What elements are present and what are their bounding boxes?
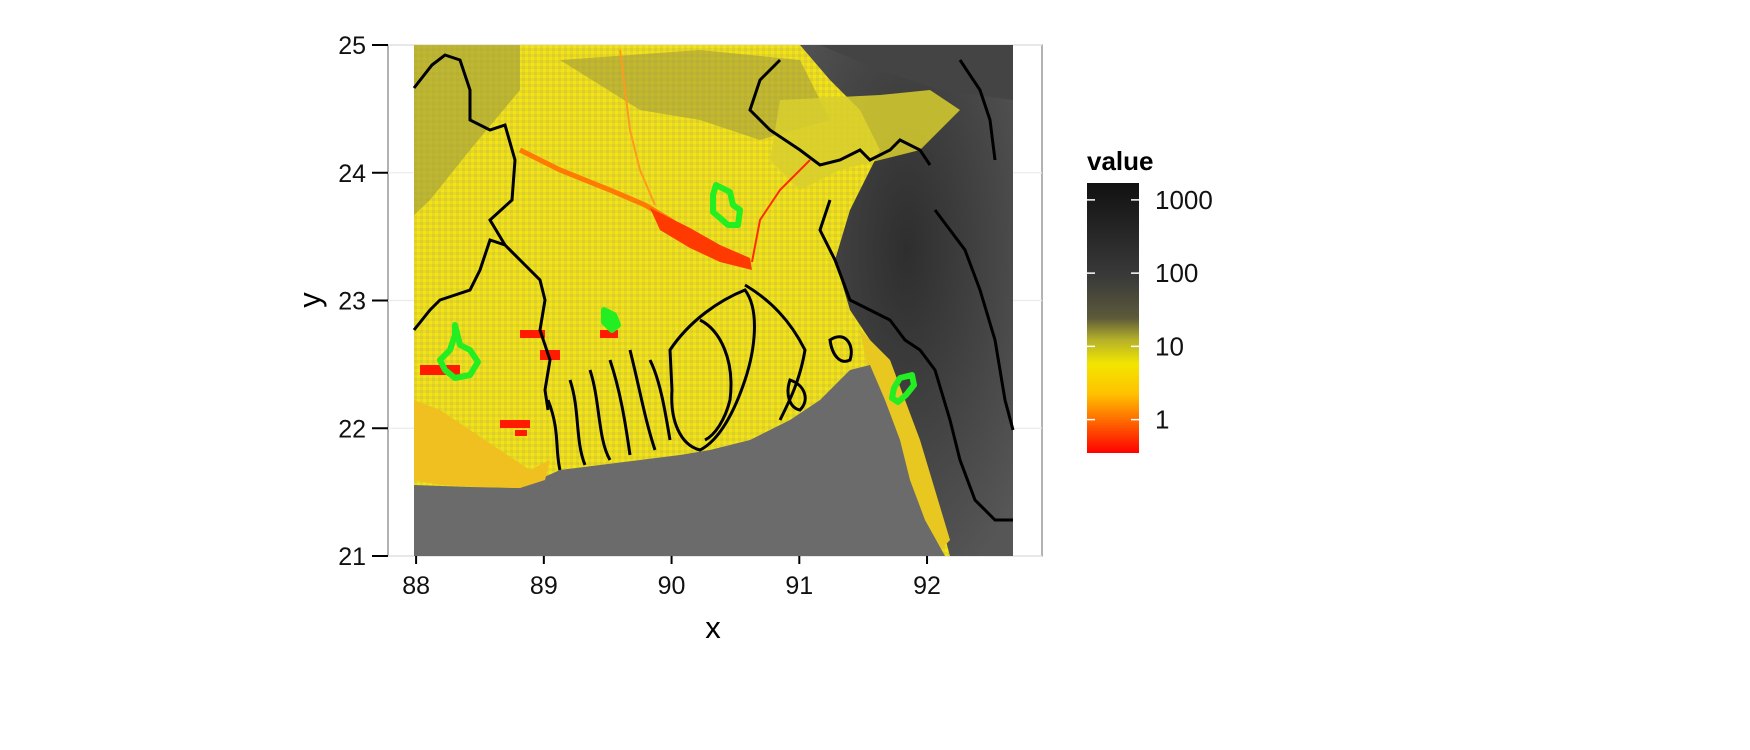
highlight-area-north bbox=[710, 182, 743, 228]
legend-label: 10 bbox=[1155, 331, 1184, 361]
legend-title: value bbox=[1087, 146, 1154, 176]
land-darker-north bbox=[414, 45, 520, 215]
x-tick-label: 89 bbox=[530, 572, 558, 600]
raster-heatmap bbox=[414, 45, 1013, 556]
x-axis-title: x bbox=[705, 610, 721, 645]
meghna-river bbox=[751, 159, 811, 263]
y-axis-title: y bbox=[292, 292, 327, 308]
y-tick-label: 22 bbox=[338, 415, 366, 443]
highlight-area-southeast bbox=[889, 372, 917, 405]
y-tick-label: 25 bbox=[338, 32, 366, 60]
country-boundary bbox=[412, 53, 1015, 522]
legend-ticks: 1 10 100 1000 bbox=[1087, 185, 1213, 435]
padma-river-wide bbox=[650, 208, 752, 270]
legend-label: 1 bbox=[1155, 405, 1169, 435]
legend-label: 100 bbox=[1155, 258, 1198, 288]
highlighted-areas bbox=[437, 182, 917, 405]
x-tick-label: 90 bbox=[658, 572, 686, 600]
northeast-hills bbox=[820, 45, 1013, 100]
legend-colorbar bbox=[1087, 183, 1139, 453]
southeast-coastal-strip bbox=[860, 330, 950, 556]
southwest-coast-land bbox=[414, 400, 550, 488]
delta-coastline bbox=[546, 283, 853, 471]
axes: 88 89 90 91 92 21 22 23 24 25 x y bbox=[292, 32, 941, 645]
legend-label: 1000 bbox=[1155, 185, 1213, 215]
x-tick-label: 92 bbox=[913, 572, 941, 600]
red-speckles bbox=[420, 330, 618, 436]
y-axis-ticks: 21 22 23 24 25 bbox=[338, 32, 388, 571]
highlight-area-central bbox=[601, 307, 621, 333]
x-tick-label: 91 bbox=[785, 572, 813, 600]
highlight-area-west bbox=[437, 322, 481, 381]
y-tick-label: 21 bbox=[338, 543, 366, 571]
y-tick-label: 23 bbox=[338, 288, 366, 316]
land-darker-northcentral bbox=[560, 50, 830, 140]
x-axis-ticks: 88 89 90 91 92 bbox=[402, 556, 941, 600]
eastern-hills bbox=[800, 45, 1013, 556]
jamuna-river bbox=[619, 49, 656, 206]
x-tick-label: 88 bbox=[402, 572, 430, 600]
sea bbox=[414, 365, 945, 556]
y-tick-label: 24 bbox=[338, 160, 366, 188]
legend: value 1 10 100 1000 bbox=[1087, 146, 1213, 453]
